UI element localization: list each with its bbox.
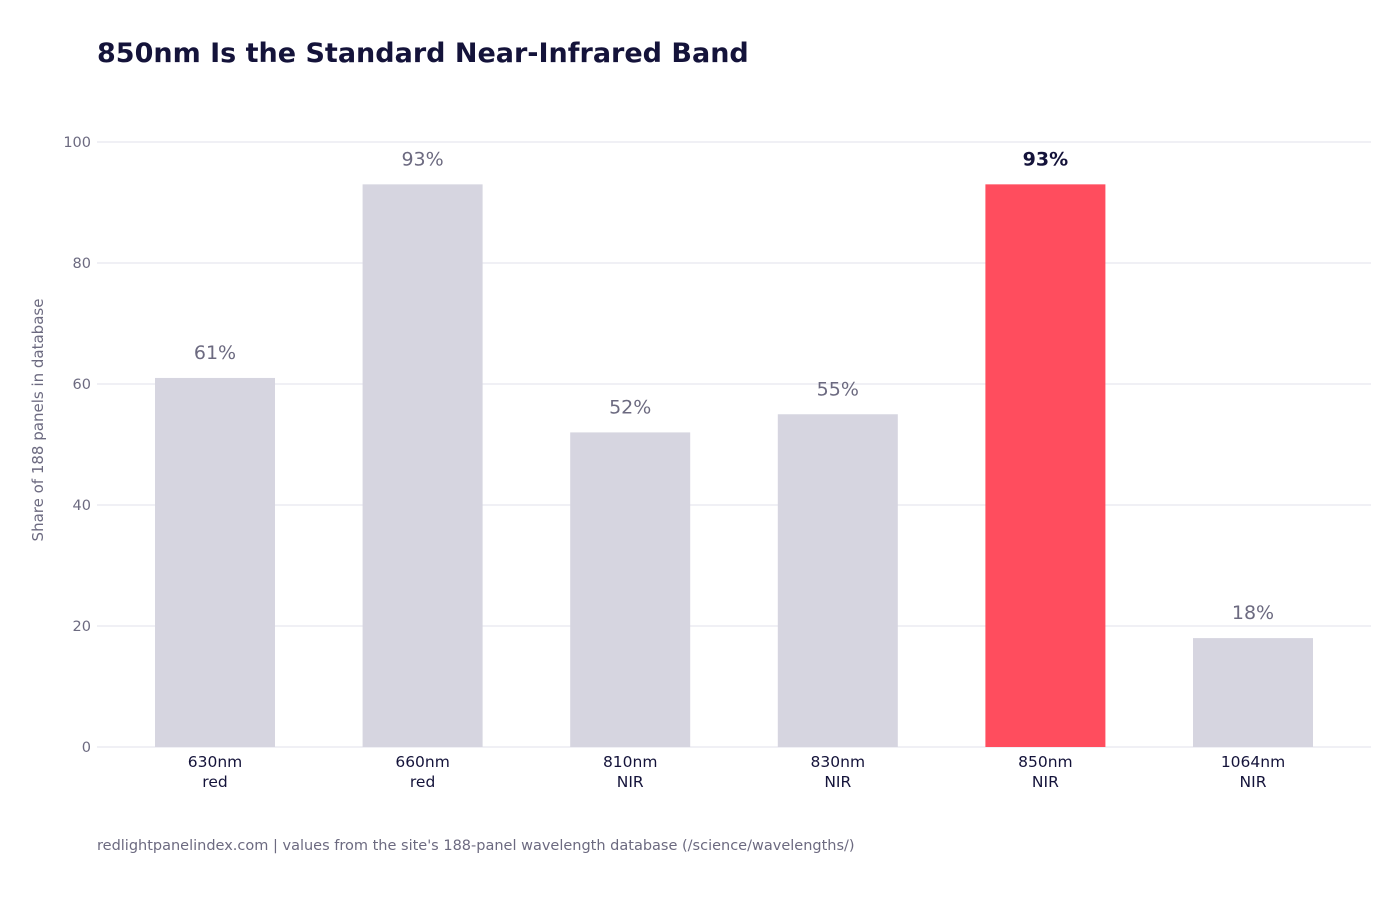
bar-1064nm (1193, 638, 1313, 747)
x-tick-sublabel-630nm: red (202, 773, 227, 791)
x-tick-label-660nm: 660nm (395, 753, 450, 771)
x-tick-label-830nm: 830nm (811, 753, 866, 771)
y-tick-label-20: 20 (73, 619, 91, 635)
x-tick-label-1064nm: 1064nm (1221, 753, 1285, 771)
x-tick-sublabel-810nm: NIR (617, 773, 644, 791)
x-tick-label-630nm: 630nm (188, 753, 243, 771)
y-tick-label-60: 60 (73, 377, 91, 393)
y-tick-label-80: 80 (73, 256, 91, 272)
value-label-810nm: 52% (609, 396, 651, 418)
y-tick-label-40: 40 (73, 498, 91, 514)
x-tick-sublabel-850nm: NIR (1032, 773, 1059, 791)
grid-lines (97, 141, 1371, 748)
bar-830nm (777, 414, 898, 747)
value-label-630nm: 61% (194, 342, 236, 364)
value-labels: 61% 93% 52% 55% 93% 18% (194, 148, 1274, 624)
chart-title: 850nm Is the Standard Near-Infrared Band (97, 38, 749, 69)
value-label-830nm: 55% (817, 378, 859, 400)
y-tick-label-0: 0 (82, 740, 91, 756)
bars (155, 184, 1313, 748)
bar-850nm (985, 184, 1106, 748)
value-label-1064nm: 18% (1232, 602, 1274, 624)
x-tick-sublabel-660nm: red (410, 773, 435, 791)
y-axis-ticks: 0 20 40 60 80 100 (63, 135, 91, 756)
x-tick-sublabel-1064nm: NIR (1240, 773, 1267, 791)
y-axis-label: Share of 188 panels in database (29, 299, 47, 542)
bar-660nm (362, 184, 483, 748)
x-axis-ticks: 630nm red 660nm red 810nm NIR 830nm NIR 850nm NIR… (188, 753, 1285, 791)
source-note: redlightpanelindex.com | values from the… (97, 838, 855, 854)
x-tick-label-810nm: 810nm (603, 753, 658, 771)
bar-810nm (570, 432, 691, 747)
x-tick-label-850nm: 850nm (1018, 753, 1073, 771)
value-label-660nm: 93% (401, 148, 443, 170)
x-tick-sublabel-830nm: NIR (824, 773, 851, 791)
y-tick-label-100: 100 (63, 135, 91, 151)
bar-630nm (155, 377, 275, 747)
value-label-850nm: 93% (1023, 148, 1068, 170)
